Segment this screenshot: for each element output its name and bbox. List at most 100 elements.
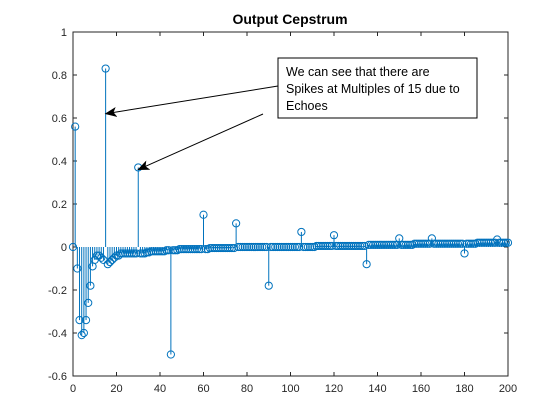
stem-marker: [388, 240, 397, 249]
stem-marker: [264, 281, 273, 290]
stem-marker: [456, 239, 465, 248]
stem-marker: [175, 245, 184, 254]
stem-marker: [484, 238, 493, 247]
stem-marker: [192, 245, 202, 254]
stem-marker: [179, 245, 189, 254]
stem-marker: [269, 242, 278, 252]
stem-marker: [253, 242, 262, 252]
stem-marker: [214, 243, 223, 253]
stem-marker: [95, 251, 104, 260]
stem-marker: [258, 242, 267, 252]
stem-marker: [347, 241, 356, 251]
stem-marker: [466, 239, 476, 248]
y-tick-label: -0.2: [48, 285, 67, 297]
stem-marker: [136, 249, 145, 258]
stem-marker: [155, 247, 165, 256]
stem-marker: [81, 316, 91, 325]
stem-marker: [79, 328, 88, 338]
stem-marker: [412, 239, 421, 248]
stem-marker: [325, 241, 334, 251]
stem-marker: [440, 239, 450, 248]
stem-marker: [314, 241, 323, 251]
stem-marker: [197, 245, 206, 254]
annotation-arrow: [104, 85, 279, 117]
y-tick-label: 0.4: [52, 156, 67, 168]
stem-marker: [449, 239, 458, 248]
stem-marker: [110, 253, 119, 262]
axes: 0 20 40 60 80 100 120 140 160 180 200 -0.6 -0.4 -0.2 0…: [48, 27, 517, 395]
stem-marker: [434, 239, 443, 248]
stem-marker: [329, 231, 339, 240]
stem-marker: [438, 239, 447, 248]
stem-marker: [353, 241, 363, 251]
stem-marker: [97, 253, 106, 262]
stem-marker: [125, 249, 134, 258]
y-tick-label: -0.6: [48, 371, 67, 383]
stem-marker: [362, 260, 371, 269]
annotation-arrow: [137, 113, 264, 171]
stem-marker: [212, 243, 221, 253]
stem-marker: [273, 242, 282, 252]
stem-marker: [403, 240, 413, 249]
stem-marker: [499, 238, 508, 247]
stem-marker: [308, 242, 317, 252]
stem-marker: [271, 242, 280, 252]
x-tick-label: 20: [110, 383, 122, 395]
stem-marker: [279, 242, 289, 252]
stem-marker: [371, 240, 380, 249]
stem-marker: [266, 242, 276, 252]
chart-title: Output Cepstrum: [232, 11, 347, 27]
stem-marker: [460, 249, 469, 258]
x-tick-label: 180: [455, 383, 473, 395]
stem-marker: [123, 249, 132, 258]
stem-marker: [414, 239, 423, 248]
stem-marker: [238, 242, 247, 252]
stem-marker: [292, 242, 302, 252]
stem-marker: [234, 242, 243, 252]
stem-marker: [288, 242, 297, 252]
stem-marker: [186, 245, 195, 254]
stem-marker: [245, 242, 254, 252]
stem-marker: [201, 245, 210, 254]
stem-marker: [401, 240, 410, 249]
stem-marker: [410, 239, 419, 248]
stem-marker: [334, 241, 343, 251]
stem-marker: [105, 257, 115, 267]
stem-marker: [327, 241, 336, 251]
stem-marker: [73, 264, 82, 273]
stem-marker: [375, 240, 384, 249]
stem-marker: [379, 240, 389, 249]
stem-marker: [364, 240, 373, 249]
stem-marker: [142, 248, 152, 257]
stem-marker: [149, 247, 158, 256]
stem-marker: [277, 242, 286, 252]
stem-marker: [77, 331, 86, 340]
stem-marker: [377, 240, 386, 249]
stem-marker: [421, 239, 430, 248]
y-tick-label: 1: [61, 27, 67, 39]
stem-marker: [303, 242, 312, 252]
stem-marker: [369, 240, 378, 249]
stem-marker: [199, 210, 208, 219]
stem-marker: [166, 350, 175, 359]
stem-marker: [477, 238, 486, 247]
stem-marker: [151, 247, 160, 256]
stem-marker: [86, 281, 95, 290]
stem-marker: [129, 249, 138, 258]
stem-marker: [138, 249, 147, 258]
x-tick-label: 160: [412, 383, 430, 395]
stem-marker: [221, 243, 230, 253]
stem-marker: [131, 249, 141, 258]
stem-marker: [299, 242, 308, 252]
stem-marker: [218, 243, 228, 253]
stem-marker: [495, 238, 504, 247]
stem-marker: [108, 255, 117, 264]
stem-marker: [282, 242, 291, 252]
stem-marker: [223, 243, 232, 253]
stem-marker: [332, 241, 341, 251]
stem-marker: [171, 246, 180, 255]
stem-marker: [503, 238, 513, 247]
annotation-text-line: We can see that there are: [286, 65, 430, 79]
stem-marker: [416, 239, 426, 248]
